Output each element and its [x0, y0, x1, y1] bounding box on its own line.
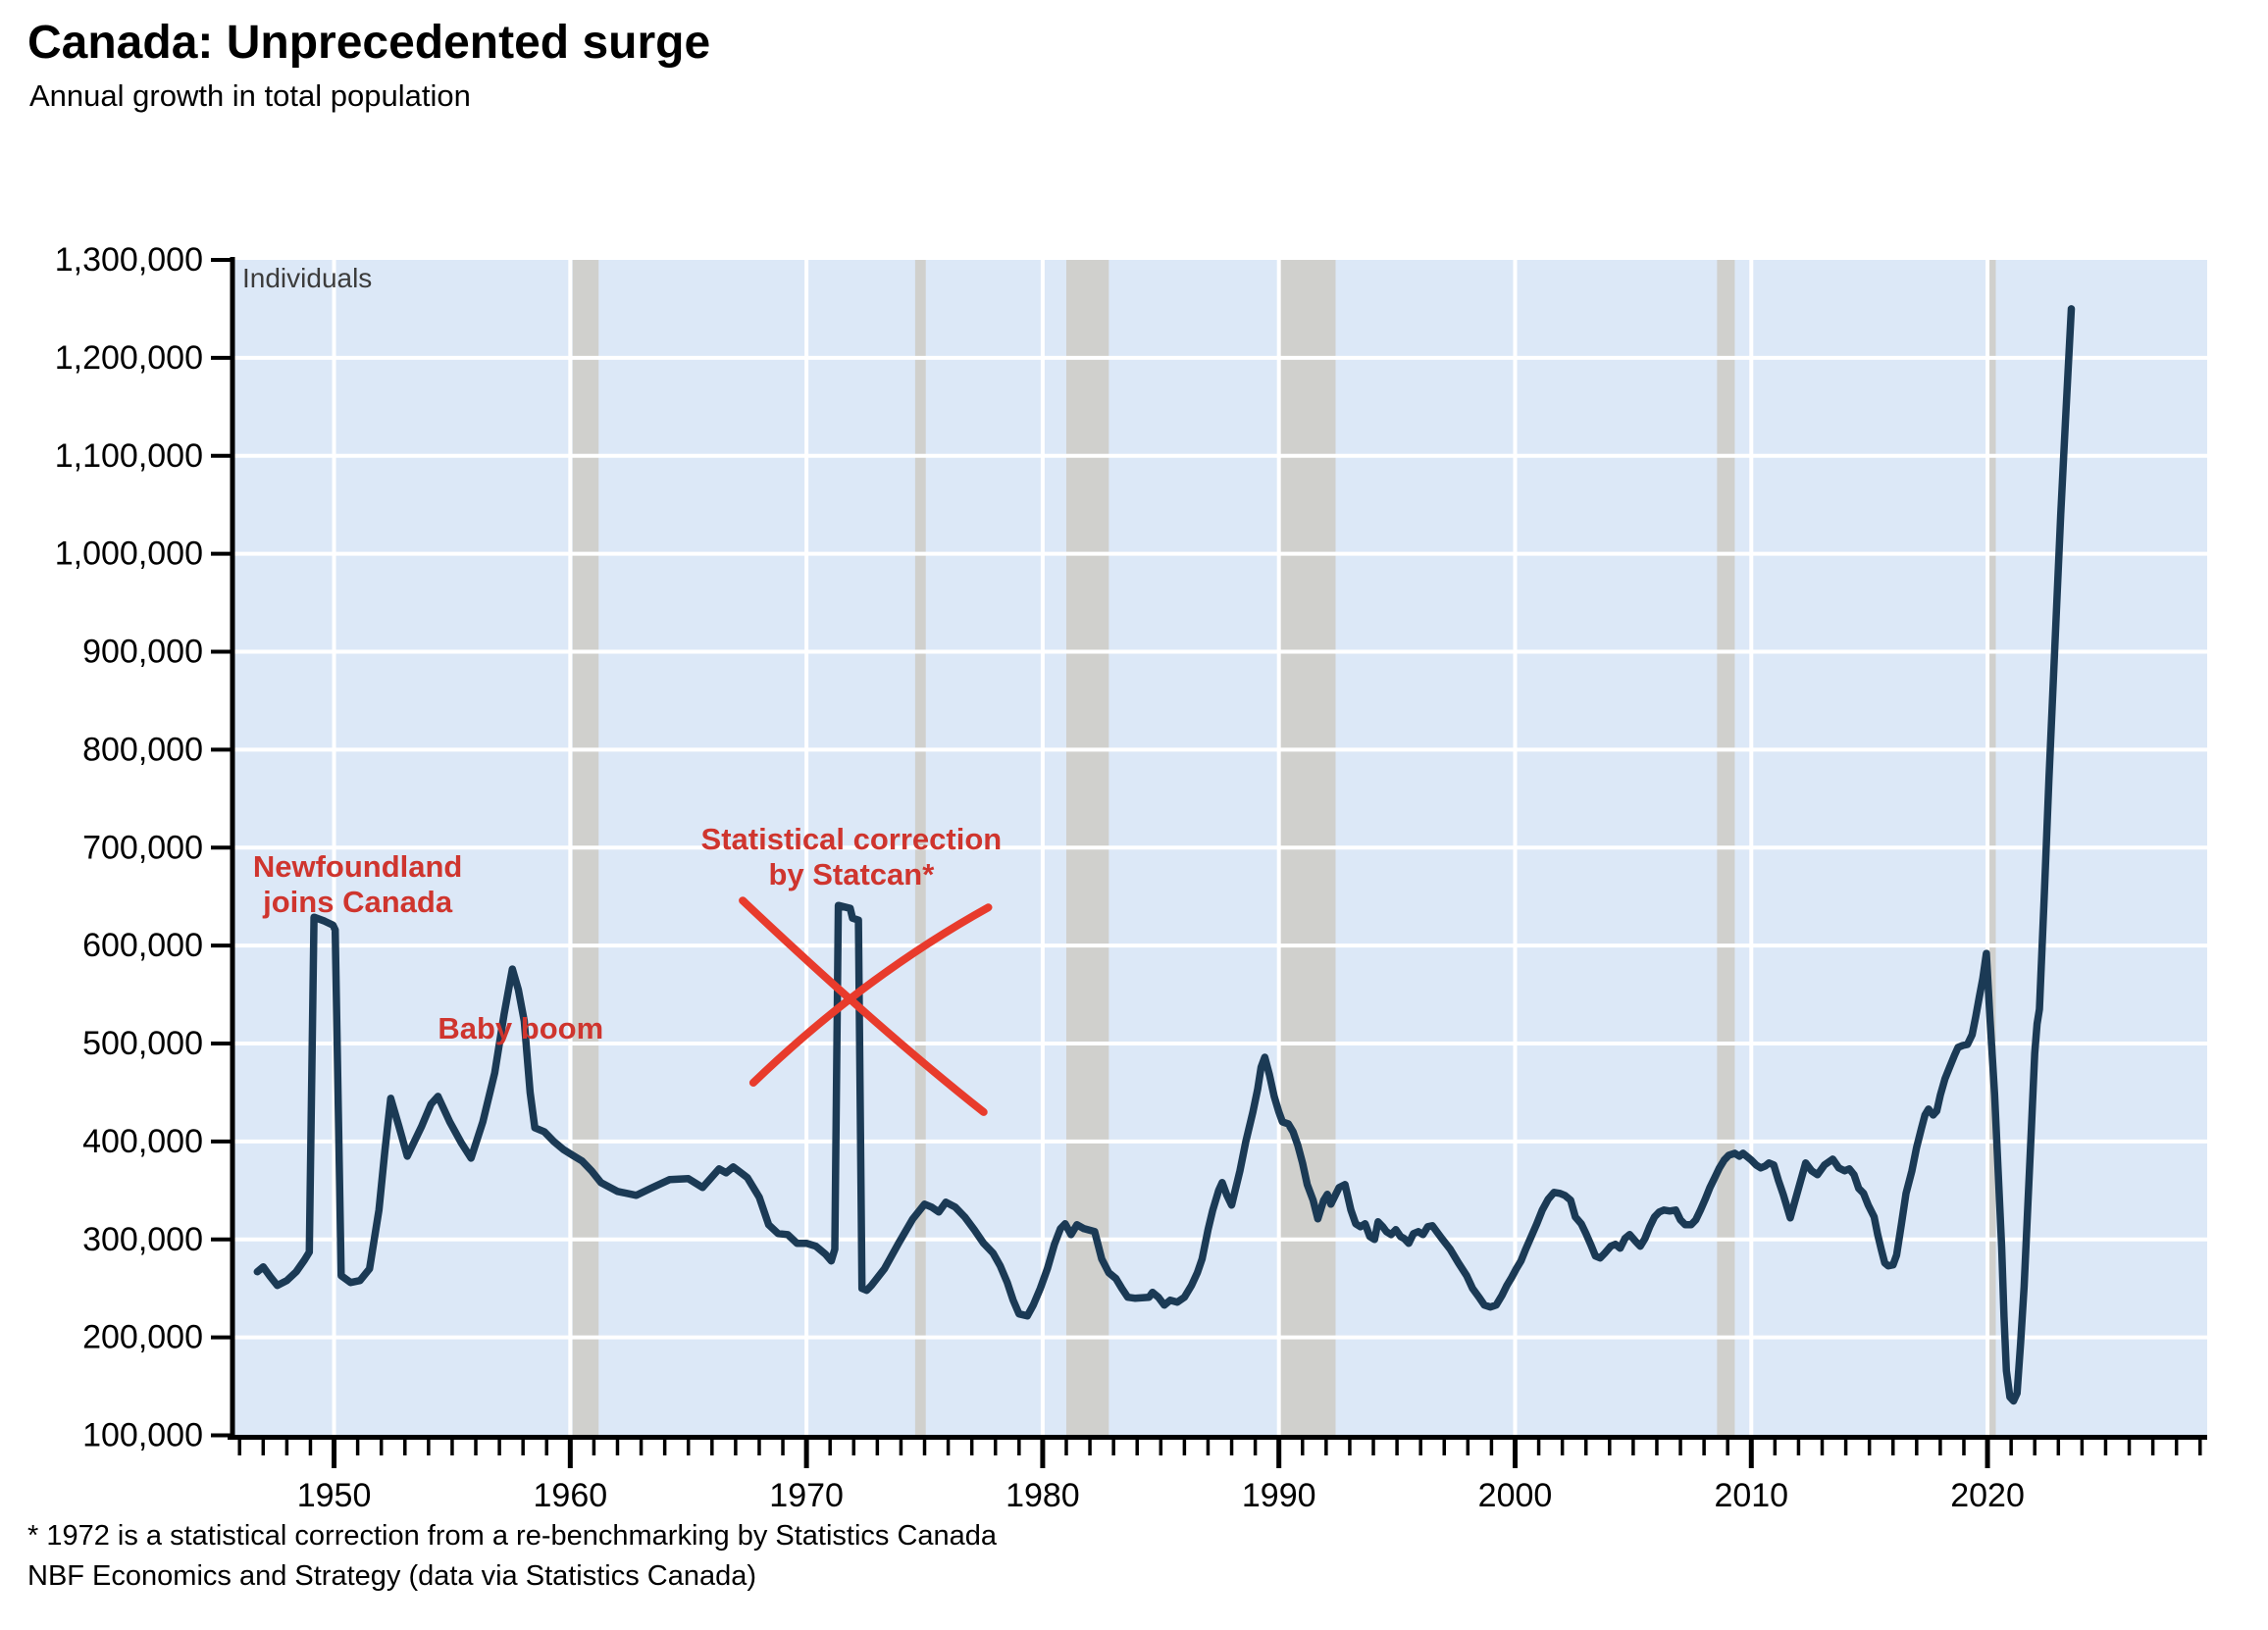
y-tick-label: 400,000 [82, 1123, 203, 1160]
y-tick-label: 300,000 [82, 1221, 203, 1258]
population-growth-line [253, 305, 2076, 1405]
y-axis: 100,000 200,000 300,000 400,000 500,000 600,0… [55, 241, 232, 1454]
annotation-line: by Statcan* [768, 857, 935, 892]
annotation-line: Newfoundland [252, 849, 463, 885]
y-tick-label: 1,300,000 [55, 241, 203, 279]
page-title: Canada: Unprecedented surge [27, 17, 711, 69]
annotation-newfoundland: Newfoundland joins Canada [253, 849, 463, 920]
page-subtitle: Annual growth in total population [29, 78, 471, 113]
cross-out-mark [739, 896, 993, 1116]
x-tick-label: 1980 [1005, 1477, 1080, 1514]
x-tick-label: 2010 [1714, 1477, 1788, 1514]
y-tick-label: 800,000 [82, 731, 203, 768]
annotation-babyboom: Baby boom [438, 1011, 603, 1046]
y-axis-unit-label: Individuals [242, 263, 373, 293]
x-tick-label: 1990 [1242, 1477, 1316, 1514]
y-tick-label: 1,200,000 [55, 339, 203, 377]
y-tick-label: 900,000 [82, 634, 203, 671]
x-tick-label: 1950 [297, 1477, 372, 1514]
x-tick-label: 2020 [1950, 1477, 2025, 1514]
x-tick-label: 1970 [769, 1477, 844, 1514]
annotation-statcan: Statistical correction by Statcan* [701, 822, 1003, 892]
y-tick-label: 700,000 [82, 829, 203, 866]
gridlines [232, 260, 2207, 1437]
footnote-source: NBF Economics and Strategy (data via Sta… [27, 1560, 757, 1592]
cross-out-stroke [748, 903, 993, 1087]
annotation-line: joins Canada [263, 885, 453, 920]
annotation-line: Statistical correction [700, 822, 1003, 857]
annotation-line: Baby boom [438, 1011, 604, 1046]
y-tick-label: 1,000,000 [55, 535, 203, 573]
y-tick-label: 600,000 [82, 927, 203, 964]
x-axis: 1950 1960 1970 1980 1990 2000 2010 2020 [237, 1438, 2202, 1514]
y-tick-label: 500,000 [82, 1025, 203, 1062]
y-tick-label: 200,000 [82, 1319, 203, 1356]
y-tick-label: 1,100,000 [55, 437, 203, 475]
footnote-statistical-correction: * 1972 is a statistical correction from … [27, 1520, 998, 1552]
x-tick-label: 2000 [1478, 1477, 1553, 1514]
x-tick-label: 1960 [534, 1477, 608, 1514]
y-tick-label: 100,000 [82, 1417, 203, 1454]
cross-out-stroke [739, 896, 988, 1116]
